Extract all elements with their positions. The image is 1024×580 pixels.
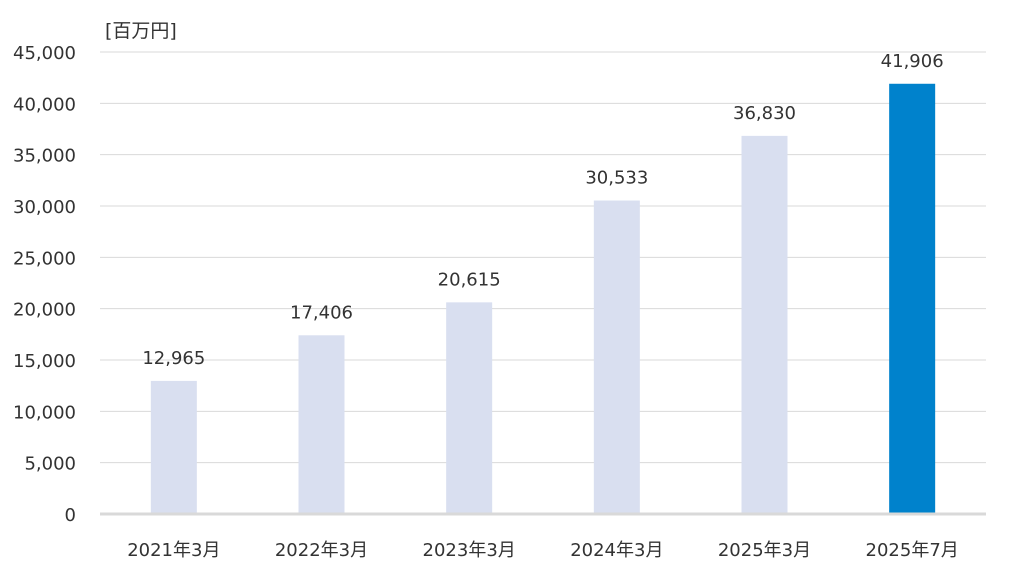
- value-label: 41,906: [881, 51, 944, 72]
- x-tick-label: 2025年3月: [718, 540, 811, 561]
- bar-6: [889, 83, 936, 513]
- y-tick-label: 5,000: [24, 454, 76, 475]
- value-labels: 12,965 17,406 20,615 30,533 36,830 41,906: [142, 51, 943, 369]
- bar-2: [298, 335, 345, 513]
- x-tick-label: 2021年3月: [127, 540, 220, 561]
- value-label: 17,406: [290, 302, 353, 323]
- y-tick-label: 15,000: [13, 351, 76, 372]
- value-label: 20,615: [438, 269, 501, 290]
- x-axis-ticks: 2021年3月 2022年3月 2023年3月 2024年3月 2025年3月 2025年…: [127, 540, 959, 561]
- x-tick-label: 2023年3月: [423, 540, 516, 561]
- y-tick-label: 20,000: [13, 300, 76, 321]
- bar-5: [741, 135, 788, 513]
- y-tick-label: 25,000: [13, 248, 76, 269]
- bar-3: [446, 302, 493, 513]
- y-tick-label: 10,000: [13, 402, 76, 423]
- y-tick-label: 40,000: [13, 94, 76, 115]
- x-tick-label: 2024年3月: [570, 540, 663, 561]
- bar-1: [150, 380, 197, 513]
- bars: [150, 83, 936, 513]
- value-label: 36,830: [733, 103, 796, 124]
- y-tick-label: 35,000: [13, 146, 76, 167]
- value-label: 30,533: [585, 168, 648, 189]
- y-axis-unit-label: [百万円]: [105, 20, 177, 42]
- y-tick-label: 0: [65, 505, 76, 526]
- bar-4: [593, 200, 640, 513]
- y-tick-label: 30,000: [13, 197, 76, 218]
- y-axis-ticks: 0 5,000 10,000 15,000 20,000 25,000 30,000 35,0…: [13, 43, 76, 526]
- gridlines: [100, 51, 986, 516]
- x-tick-label: 2025年7月: [866, 540, 959, 561]
- value-label: 12,965: [142, 348, 205, 369]
- x-tick-label: 2022年3月: [275, 540, 368, 561]
- y-tick-label: 45,000: [13, 43, 76, 64]
